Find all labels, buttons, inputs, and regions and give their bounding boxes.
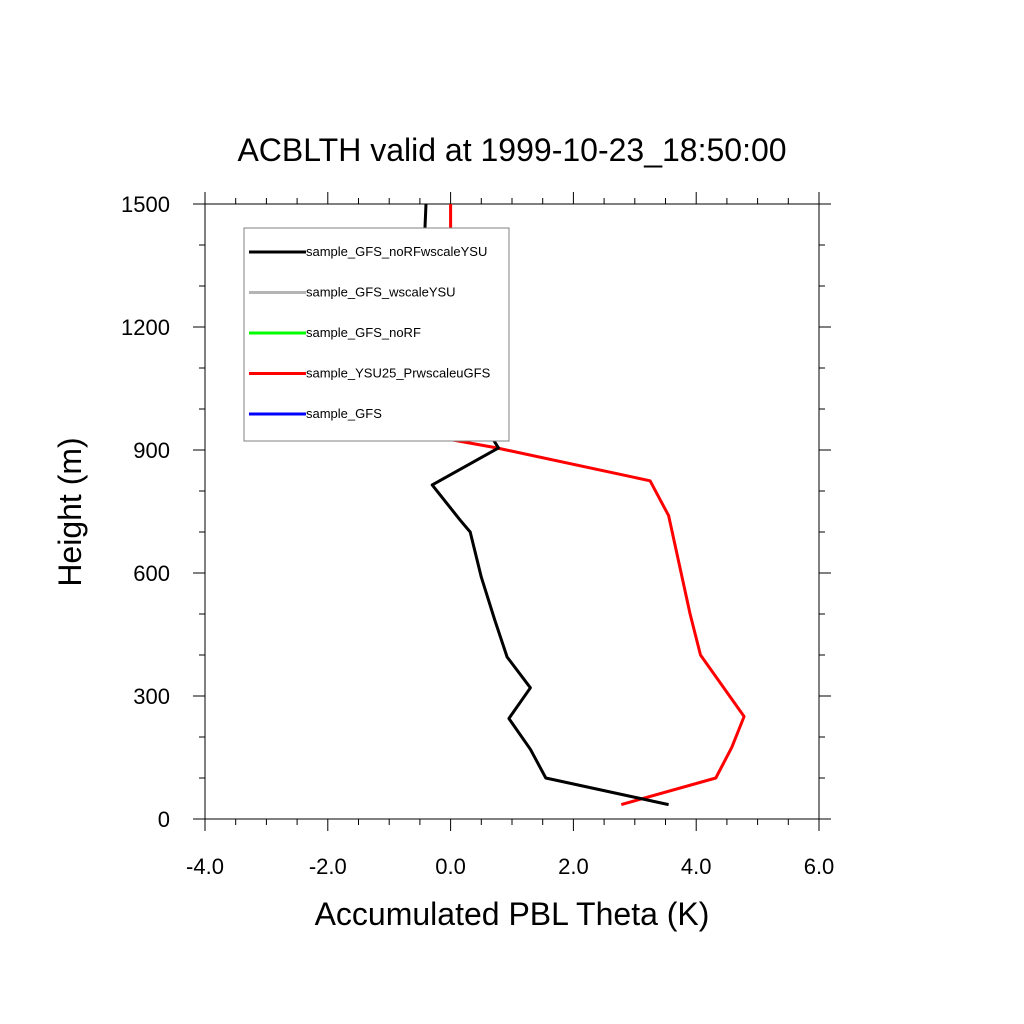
y-tick-label: 1500 [121,192,170,217]
x-tick-label: 4.0 [681,854,712,879]
x-tick-label: 2.0 [558,854,589,879]
y-tick-label: 300 [133,684,170,709]
legend: sample_GFS_noRFwscaleYSU sample_GFS_wscal… [243,227,510,442]
x-tick-label: 0.0 [435,854,466,879]
y-tick-label: 600 [133,561,170,586]
legend-label: sample_GFS_noRF [306,325,421,340]
axis-ticks: -4.0 -2.0 0.0 2.0 4.0 6.0 0 300 600 900 1200 1500 [121,192,834,879]
legend-label: sample_GFS [306,406,382,421]
x-tick-label: -2.0 [309,854,347,879]
y-tick-label: 900 [133,438,170,463]
chart-title: ACBLTH valid at 1999-10-23_18:50:00 [237,132,786,168]
x-tick-label: -4.0 [186,854,224,879]
legend-label: sample_YSU25_PrwscaleuGFS [306,366,491,381]
y-axis-label: Height (m) [52,437,88,586]
x-tick-label: 6.0 [804,854,835,879]
x-axis-label: Accumulated PBL Theta (K) [315,896,710,932]
legend-label: sample_GFS_noRFwscaleYSU [306,244,487,259]
legend-label: sample_GFS_wscaleYSU [306,285,456,300]
y-tick-label: 0 [158,807,170,832]
y-tick-label: 1200 [121,315,170,340]
